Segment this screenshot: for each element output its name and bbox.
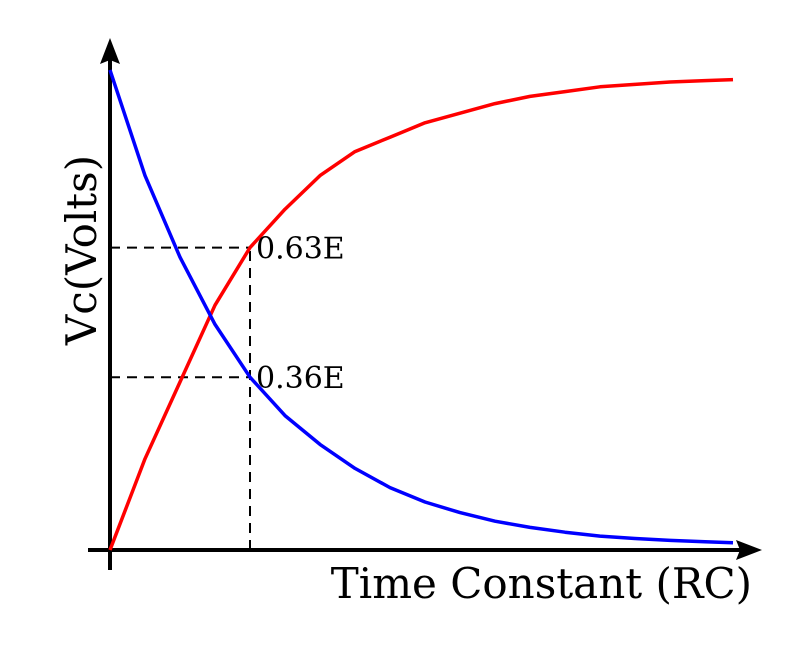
- annotation-036e: 0.36E: [256, 361, 345, 396]
- axes: [88, 38, 762, 570]
- curves: [108, 69, 734, 551]
- annotations: 0.63E 0.36E: [256, 232, 345, 397]
- y-axis-arrowhead: [100, 38, 120, 64]
- x-axis-arrowhead: [736, 540, 762, 560]
- y-axis-label: Vc(Volts): [57, 155, 106, 346]
- x-axis-label: Time Constant (RC): [331, 559, 752, 608]
- annotation-063e: 0.63E: [256, 232, 345, 267]
- discharging-curve: [108, 69, 734, 545]
- charging-curve: [108, 77, 734, 551]
- guide-lines: [110, 246, 251, 550]
